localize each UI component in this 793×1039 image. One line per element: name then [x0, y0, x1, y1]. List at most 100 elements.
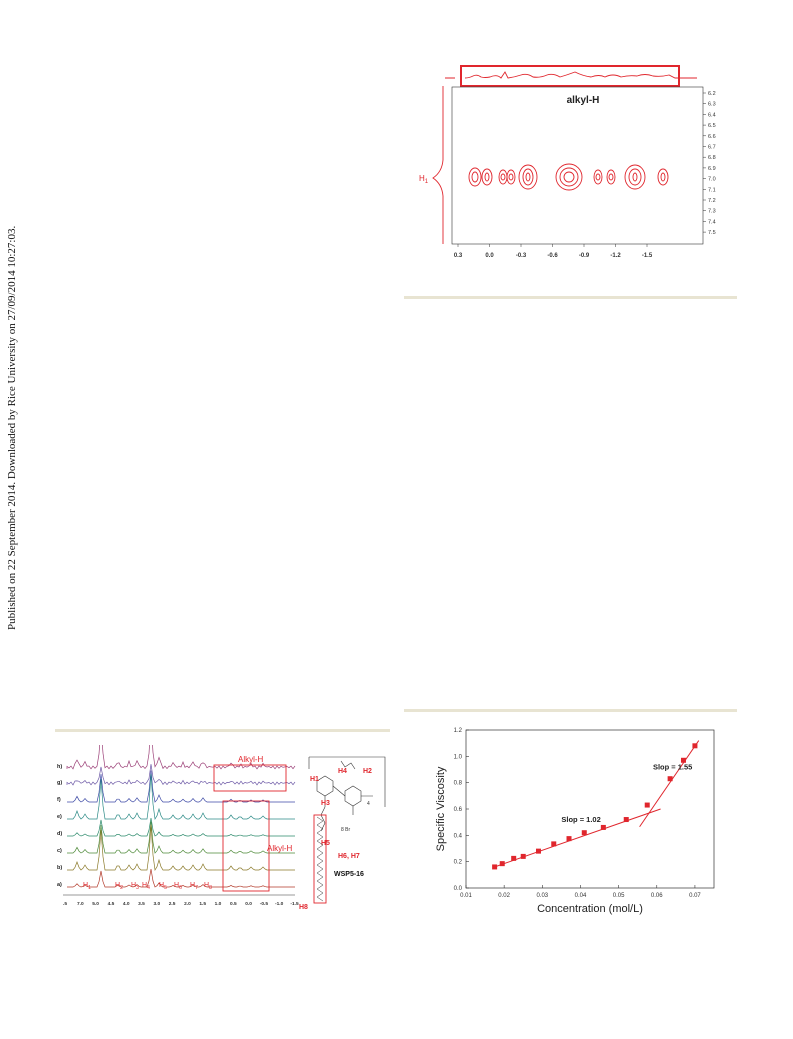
- noesy-frame: [451, 86, 704, 245]
- trace-label: b): [57, 865, 62, 871]
- x-tick-label: -1.0: [275, 901, 284, 907]
- proton-1d-trace: [432, 86, 444, 244]
- fit-line: [639, 740, 700, 828]
- x-tick-label: 2.0: [184, 901, 191, 907]
- h1-label: H1: [419, 174, 429, 185]
- struct-h5-label: H5: [321, 840, 330, 847]
- y-tick-label: 6.3: [708, 102, 716, 108]
- struct-counterion: 8 Br: [341, 827, 351, 833]
- nmr-trace: [67, 770, 295, 803]
- peak-label-sub: 2: [120, 885, 123, 891]
- figure-rule-bottom-left: [55, 729, 390, 732]
- peak-label-h3: H3: [131, 882, 139, 891]
- peak-label-letter: H: [115, 882, 120, 889]
- data-point: [667, 776, 673, 782]
- x-tick-label: 0.01: [460, 893, 472, 899]
- struct-n-label: 4: [367, 801, 370, 807]
- x-tick-label: 0.04: [575, 893, 587, 899]
- struct-h3-label: H3: [321, 800, 330, 807]
- trace-label: f): [57, 797, 61, 803]
- x-tick-label: -0.9: [579, 253, 590, 259]
- fit-label: Slop = 1.55: [653, 763, 692, 772]
- peak-label-letter: H: [159, 882, 164, 889]
- alkyl-h-label-top: Alkyl-H: [238, 755, 264, 764]
- y-tick-label: 7.1: [708, 187, 716, 193]
- x-tick-label: 0.3: [454, 253, 463, 259]
- peak-label-sub: 4: [147, 885, 150, 891]
- y-tick-label: 0.8: [454, 781, 463, 787]
- y-tick-label: 0.4: [454, 833, 463, 839]
- alkyl-trace-box: [460, 65, 680, 87]
- x-tick-label: .5: [63, 901, 67, 907]
- x-tick-label: -0.5: [260, 901, 269, 907]
- noesy-x-axis: 0.3 0.0 -0.3 -0.6 -0.9 -1.2 -1.5: [454, 244, 653, 259]
- y-tick-label: 6.2: [708, 91, 716, 97]
- data-point: [535, 848, 541, 854]
- x-tick-label: 0.5: [230, 901, 237, 907]
- x-tick-label: 0.05: [613, 893, 625, 899]
- x-tick-label: 3.5: [138, 901, 145, 907]
- alkyl-h-label-right: Alkyl-H: [267, 844, 293, 853]
- y-tick-label: 7.0: [708, 177, 716, 183]
- y-tick-label: 7.2: [708, 198, 716, 204]
- data-point: [566, 836, 572, 842]
- x-tick-label: -0.3: [516, 253, 527, 259]
- peak-label-letter: H: [204, 882, 209, 889]
- data-point: [692, 743, 698, 749]
- trace-label: a): [57, 882, 62, 888]
- peak-label-letter: H: [131, 882, 136, 889]
- trace-label: h): [57, 764, 62, 770]
- x-tick-label: 1.0: [215, 901, 222, 907]
- nmr-trace-labels: h) g) f) e) d) c) b) a): [57, 764, 62, 888]
- y-tick-label: 0.6: [454, 807, 463, 813]
- peak-label-letter: H: [190, 882, 195, 889]
- peak-label-sub: 7: [195, 885, 198, 891]
- struct-h6h7-label: H6, H7: [338, 853, 360, 860]
- peak-label-letter: H: [83, 882, 88, 889]
- fit-label: Slop = 1.02: [561, 815, 600, 824]
- x-tick-label: 0.03: [536, 893, 548, 899]
- x-tick-label: 4.0: [123, 901, 130, 907]
- struct-h4-label: H4: [338, 768, 347, 775]
- y-tick-label: 7.3: [708, 209, 716, 215]
- y-tick-label: 6.6: [708, 134, 716, 140]
- chart-x-label: Concentration (mol/L): [537, 903, 643, 915]
- chart-series: [492, 743, 698, 870]
- y-tick-label: 6.4: [708, 112, 716, 118]
- noesy-contours: [468, 163, 669, 191]
- nmr-x-axis: .5 7.0 5.0 4.5 4.0 3.5 3.0 2.5 2.0 1.5 1.0 0.5 0.0 -0…: [63, 894, 299, 907]
- data-point: [492, 864, 498, 870]
- data-point: [581, 830, 587, 836]
- x-tick-label: -1.5: [642, 253, 653, 259]
- fit-line: [492, 808, 661, 869]
- data-point: [511, 855, 517, 861]
- peak-label-sub: 3: [136, 885, 139, 891]
- nmr-trace: [67, 868, 295, 888]
- struct-h2-label: H2: [363, 768, 372, 775]
- alkyl-h-box-top: [213, 764, 287, 792]
- y-tick-label: 7.4: [708, 219, 716, 225]
- peak-label-h8: H8: [204, 882, 212, 891]
- data-point: [680, 757, 686, 763]
- publication-margin-note: Published on 22 September 2014. Download…: [6, 225, 18, 630]
- figure-rule-top-right: [404, 296, 737, 299]
- chart-x-axis: 0.01 0.02 0.03 0.04 0.05 0.06 0.07: [460, 885, 701, 899]
- data-point: [520, 853, 526, 859]
- trace-label: g): [57, 780, 62, 786]
- chart-y-axis: 0.0 0.2 0.4 0.6 0.8 1.0 1.2: [454, 728, 469, 892]
- y-tick-label: 7.5: [708, 230, 716, 236]
- chart-y-label: Specific Viscosity: [435, 766, 447, 851]
- x-tick-label: 5.0: [92, 901, 99, 907]
- y-tick-label: 6.5: [708, 123, 716, 129]
- trace-label: c): [57, 848, 62, 854]
- x-tick-label: 1.5: [199, 901, 206, 907]
- nmr-trace: [66, 764, 296, 786]
- x-tick-label: 4.5: [108, 901, 115, 907]
- nmr-trace: [67, 824, 295, 872]
- alkyl-h-box-right: [222, 800, 270, 892]
- x-tick-label: 0.06: [651, 893, 663, 899]
- alkyl-chain-box: [313, 814, 327, 904]
- noesy-y-axis: 6.2 6.3 6.4 6.5 6.6 6.7 6.8 6.9 7.0 7.1 7.2 7.3 7.4 7…: [703, 91, 716, 236]
- peak-label-h1: H1: [83, 882, 91, 891]
- nmr-trace: [67, 821, 295, 854]
